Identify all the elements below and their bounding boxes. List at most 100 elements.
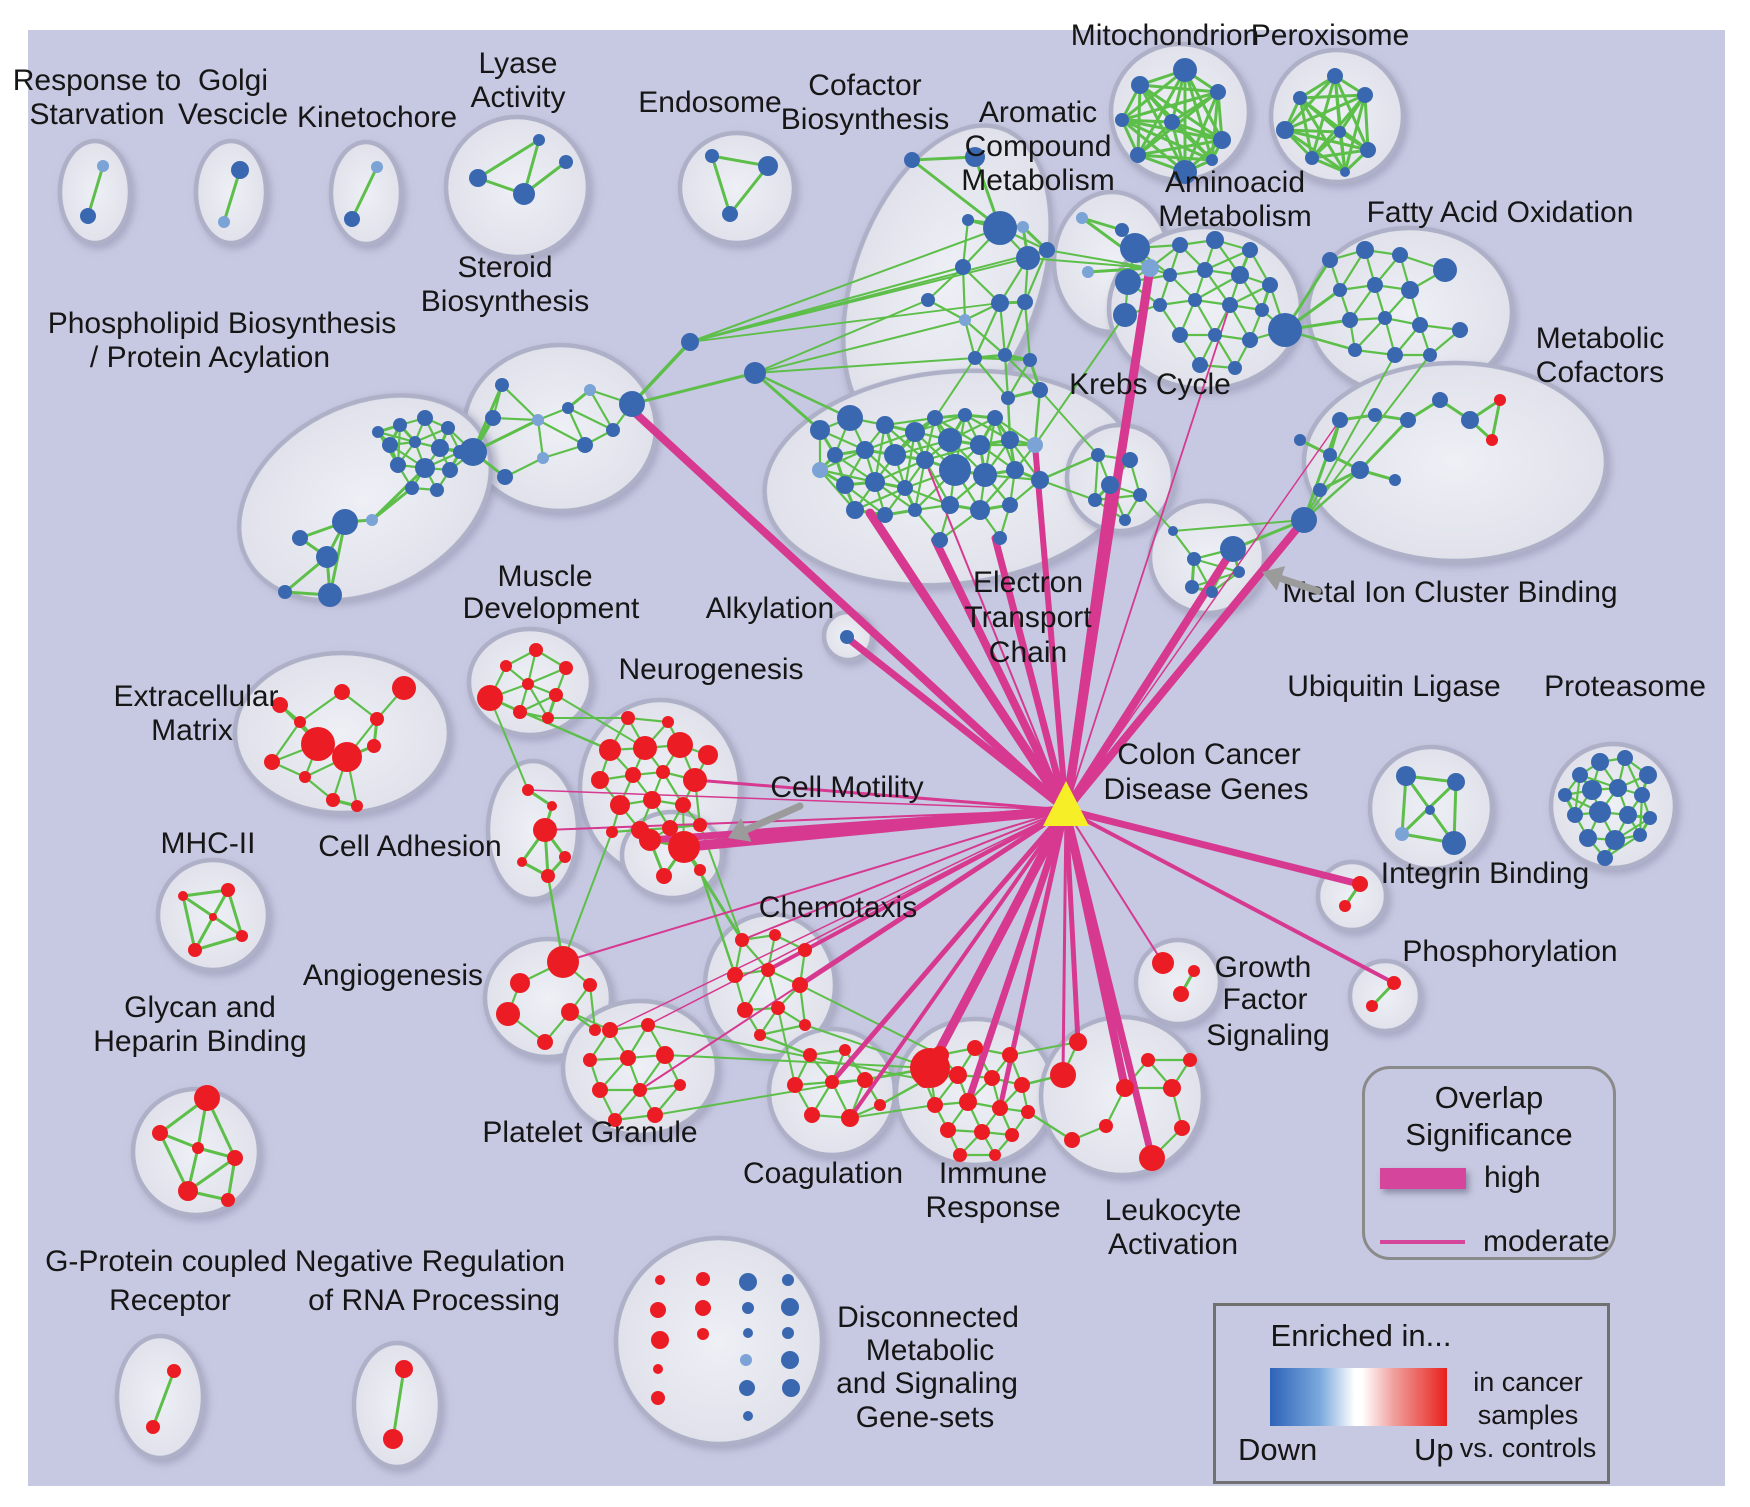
node-peroxisome[interactable] [1293,91,1307,105]
node-platelet-granule[interactable] [620,1050,636,1066]
node-electron-transport-chain[interactable] [908,503,922,517]
node-proteasome[interactable] [1609,779,1627,797]
node-peroxisome[interactable] [1357,87,1373,103]
node-glycan-heparin-binding[interactable] [178,1181,198,1201]
node-chemotaxis[interactable] [769,929,781,941]
node-phospholipid-biosynthesis[interactable] [318,583,342,607]
node-immune-response[interactable] [940,1122,956,1138]
node-immune-response[interactable] [1002,1047,1018,1063]
node-cell-motility[interactable] [639,829,661,851]
node-phospholipid-biosynthesis[interactable] [382,437,398,453]
node-immune-response[interactable] [974,1124,990,1140]
node-aminoacid-metabolism[interactable] [1153,298,1167,312]
node-disconnected-gene-sets[interactable] [651,1391,665,1405]
node-disconnected-gene-sets[interactable] [740,1354,752,1366]
node-leukocyte-activation[interactable] [1050,1062,1076,1088]
node-immune-response[interactable] [1005,1128,1019,1142]
node-aminoacid-metabolism[interactable] [1208,328,1222,342]
node-proteasome[interactable] [1597,850,1613,866]
node-metal-ion-cluster-binding[interactable] [1233,566,1245,578]
node-platelet-granule[interactable] [602,1022,618,1038]
node-phospholipid-biosynthesis[interactable] [430,483,444,497]
node-integrin-binding[interactable] [1352,876,1368,892]
node-chemotaxis[interactable] [737,1002,753,1018]
node-mitochondrion[interactable] [1115,113,1129,127]
node-disconnected-gene-sets[interactable] [696,1272,710,1286]
node-peroxisome[interactable] [1305,151,1319,165]
node-electron-transport-chain[interactable] [1001,431,1019,449]
node-mhc-ii[interactable] [221,883,235,897]
node-electron-transport-chain[interactable] [884,444,906,466]
node-chemotaxis[interactable] [771,1001,785,1015]
node-metabolic-cofactors[interactable] [1461,411,1479,429]
node-cofactor-biosynthesis[interactable] [1032,382,1048,398]
node-electron-transport-chain[interactable] [876,416,894,434]
node-cofactor-biosynthesis[interactable] [965,147,985,167]
node-cell-adhesion[interactable] [541,869,555,883]
node-chemotaxis[interactable] [754,1029,766,1041]
node-chemotaxis[interactable] [761,963,775,977]
node-cell-adhesion[interactable] [547,801,557,811]
node-phospholipid-biosynthesis[interactable] [316,546,338,568]
node-extracellular-matrix[interactable] [264,754,280,770]
node-coagulation[interactable] [857,1072,873,1088]
node-electron-transport-chain[interactable] [958,408,972,422]
node-immune-response[interactable] [927,1097,943,1113]
node-phospholipid-biosynthesis[interactable] [417,410,433,426]
node-electron-transport-chain[interactable] [916,451,934,469]
node-phospholipid-biosynthesis[interactable] [405,481,419,495]
node-cofactor-biosynthesis[interactable] [962,214,974,226]
node-g-protein-coupled-receptor[interactable] [167,1364,181,1378]
node-proteasome[interactable] [1589,801,1611,823]
node-fatty-acid-oxidation[interactable] [1392,247,1408,263]
node-leukocyte-activation[interactable] [1099,1119,1113,1133]
node-immune-response[interactable] [910,1048,950,1088]
node-electron-transport-chain[interactable] [1002,497,1018,513]
node-immune-response[interactable] [967,1040,983,1056]
node-neurogenesis[interactable] [667,732,693,758]
node-neurogenesis[interactable] [656,765,670,779]
node-immune-response[interactable] [1014,1077,1030,1093]
node-krebs-cycle[interactable] [1101,476,1119,494]
node-metabolic-cofactors[interactable] [1323,448,1337,462]
node-aminoacid-metabolism[interactable] [1268,313,1302,347]
node-phospholipid-biosynthesis[interactable] [332,509,358,535]
node-peroxisome[interactable] [1360,142,1376,158]
node-proteasome[interactable] [1582,780,1602,800]
node-mitochondrion[interactable] [1173,58,1197,82]
node-electron-transport-chain[interactable] [1006,461,1024,479]
node-electron-transport-chain[interactable] [812,462,828,478]
node-phosphorylation[interactable] [1387,976,1401,990]
node-cofactor-biosynthesis[interactable] [1017,294,1033,310]
node-aminoacid-metabolism[interactable] [1163,268,1177,282]
node-neurogenesis[interactable] [662,820,678,836]
node-angiogenesis[interactable] [583,978,597,992]
node-electron-transport-chain[interactable] [939,454,971,486]
node-proteasome[interactable] [1634,787,1650,803]
node-fatty-acid-oxidation[interactable] [1348,343,1362,357]
node-steroid-biosynthesis[interactable] [606,423,620,437]
node-proteasome[interactable] [1591,753,1609,771]
node-steroid-biosynthesis[interactable] [532,414,544,426]
node-platelet-granule[interactable] [592,1082,608,1098]
node-fatty-acid-oxidation[interactable] [1452,322,1468,338]
node-cell-adhesion[interactable] [559,851,571,863]
node-chemotaxis[interactable] [798,943,812,957]
node-aminoacid-metabolism[interactable] [1262,277,1278,293]
node-fatty-acid-oxidation[interactable] [1423,348,1437,362]
node-mhc-ii[interactable] [188,943,202,957]
node-immune-response[interactable] [959,1093,977,1111]
node-extracellular-matrix[interactable] [299,771,311,783]
node-phospholipid-biosynthesis[interactable] [459,438,487,466]
node-fatty-acid-oxidation[interactable] [1401,281,1419,299]
node-aminoacid-metabolism[interactable] [1242,242,1258,258]
node-extracellular-matrix[interactable] [301,727,335,761]
node-steroid-biosynthesis[interactable] [577,437,593,453]
node-extracellular-matrix[interactable] [294,716,306,728]
node-aromatic-compound-metabolism[interactable] [1076,212,1088,224]
node-phospholipid-biosynthesis[interactable] [278,585,292,599]
node-phospholipid-biosynthesis[interactable] [441,421,455,435]
node-neurogenesis[interactable] [621,711,635,725]
node-disconnected-gene-sets[interactable] [781,1351,799,1369]
node-electron-transport-chain[interactable] [970,500,990,520]
